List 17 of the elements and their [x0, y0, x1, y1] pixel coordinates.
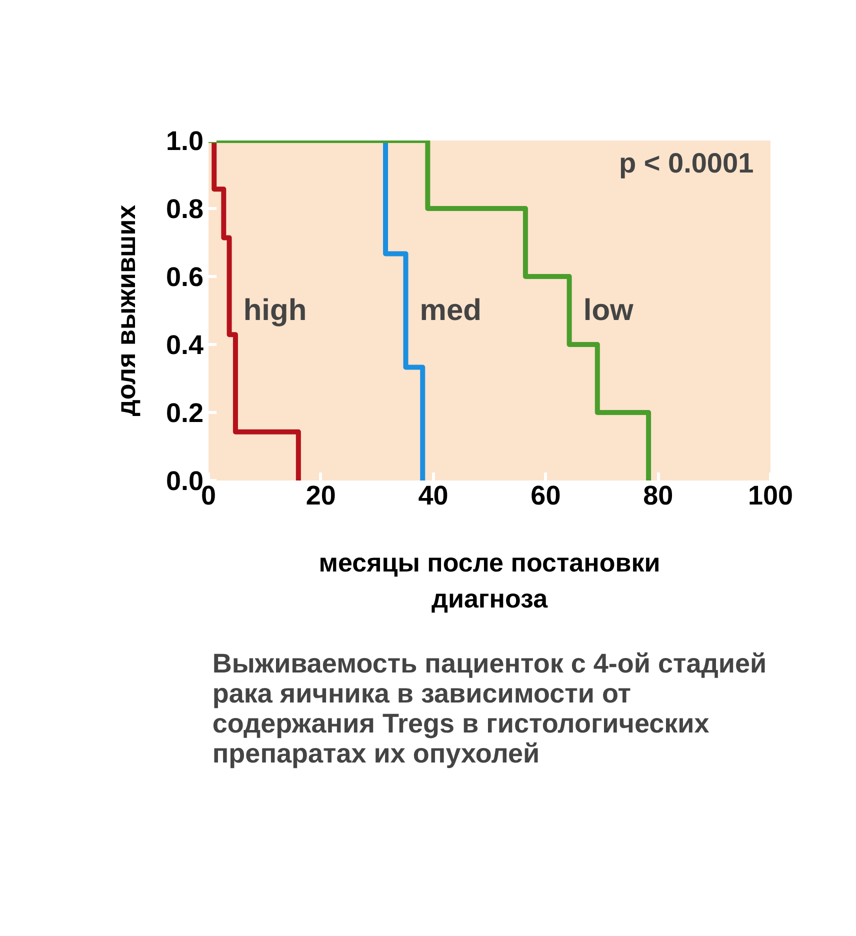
- y-tick-label: 1.0: [166, 126, 204, 156]
- y-tick-label: 0.4: [166, 330, 204, 360]
- series-label: med: [420, 294, 482, 327]
- x-tick-label: 40: [418, 480, 448, 510]
- x-axis-title: месяцы после постановки диагноза: [318, 548, 660, 614]
- y-tick-label: 0.6: [166, 262, 204, 292]
- y-tick-label: 0.8: [166, 194, 204, 224]
- x-tick-label: 20: [306, 480, 336, 510]
- y-tick-label: 0.2: [166, 398, 204, 428]
- text: Выживаемость пациенток с 4-ой стадией рака яичника в зависимости от содержания Tregs в гистологических препаратах их опухолей: [212, 648, 767, 768]
- annotation: p < 0.0001: [618, 147, 754, 178]
- x-tick-label: 60: [530, 480, 561, 510]
- x-tick-label: 80: [643, 480, 674, 510]
- y-axis-title: доля выживших: [110, 204, 141, 416]
- series-label: low: [583, 294, 634, 327]
- series-label: high: [243, 294, 307, 327]
- x-tick-label: 100: [748, 480, 794, 510]
